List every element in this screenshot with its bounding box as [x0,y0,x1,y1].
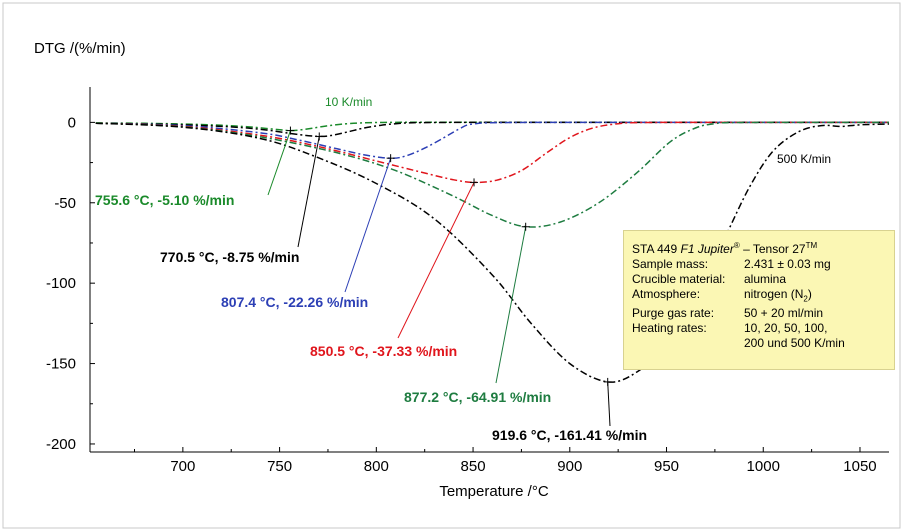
x-tick-label: 1050 [843,458,876,475]
peak-annotation-label: 770.5 °C, -8.75 %/min [160,249,299,265]
info-value-sub: 2 [803,294,808,304]
info-key: Heating rates: [632,321,707,336]
y-axis-label: DTG /(%/min) [34,40,126,57]
info-value: 200 und 500 K/min [744,336,845,351]
info-title-tm: TM [805,241,818,250]
x-tick-label: 750 [267,458,292,475]
y-tick-label: -100 [46,275,76,292]
series-name-label: 10 K/min [325,95,372,109]
x-tick-label: 950 [654,458,679,475]
info-title: STA 449 F1 Jupiter® – Tensor 27TM [632,238,886,257]
series-line-3 [95,121,890,184]
info-value-pre: nitrogen (N [744,287,804,301]
info-row-purge-gas: Purge gas rate: 50 + 20 ml/min [632,306,886,321]
peak-annotation-label: 919.6 °C, -161.41 %/min [492,427,647,443]
info-row-heating-rates: Heating rates: 10, 20, 50, 100, [632,321,886,336]
info-value: 2.431 ± 0.03 mg [744,257,831,271]
info-key [632,336,744,351]
info-key: Purge gas rate: [632,306,715,321]
peak-annotation-label: 807.4 °C, -22.26 %/min [221,294,368,310]
info-title-main: STA 449 [632,242,681,256]
annotation-leader-line [397,182,475,339]
series-lines [95,121,890,383]
series-line-4 [95,121,890,228]
annotation-leader-line [297,136,320,248]
series-line-5 [95,122,890,383]
info-value: nitrogen (N2) [744,287,886,306]
info-key: Sample mass: [632,257,709,271]
series-line-1 [95,121,889,138]
info-row-heating-rates-cont: 200 und 500 K/min [632,336,886,351]
annotation-leader-line [344,158,392,293]
info-value-post: ) [807,287,812,301]
info-key: Atmosphere: [632,287,701,301]
annotation-leader-line [607,381,611,427]
x-tick-label: 1000 [747,458,780,475]
y-ticks: 0 -50 -100 -150 -200 [46,114,95,453]
series-line-2 [95,121,890,159]
info-key: Crucible material: [632,272,726,286]
x-ticks: 700 750 800 850 900 950 1000 1050 [133,447,877,475]
measurement-info-box: STA 449 F1 Jupiter® – Tensor 27TM Sample… [623,230,895,370]
annotation-leader-line [267,130,291,196]
y-tick-label: -200 [46,436,76,453]
info-row-crucible: Crucible material: alumina [632,272,886,287]
annotation-leaders [267,126,612,427]
info-row-atmosphere: Atmosphere: nitrogen (N2) [632,287,886,306]
info-row-sample-mass: Sample mass: 2.431 ± 0.03 mg [632,257,886,272]
info-title-reg: ® [733,241,740,250]
series-name-label: 500 K/min [777,152,831,166]
info-title-italic: F1 Jupiter [680,242,734,256]
annotations: 10 K/min 500 K/min 755.6 °C, -5.10 %/min 77… [95,95,831,443]
x-axis-label: Temperature /°C [439,483,549,500]
peak-annotation-label: 755.6 °C, -5.10 %/min [95,192,234,208]
info-title-rest: – Tensor 27 [739,242,806,256]
y-tick-label: -50 [54,195,76,212]
y-tick-label: 0 [68,114,76,131]
y-tick-label: -150 [46,356,76,373]
x-tick-label: 700 [170,458,195,475]
x-tick-label: 800 [364,458,389,475]
x-tick-label: 850 [461,458,486,475]
peak-annotation-label: 877.2 °C, -64.91 %/min [404,389,551,405]
info-value: 10, 20, 50, 100, [744,321,828,336]
annotation-leader-line [495,226,527,384]
x-tick-label: 900 [557,458,582,475]
axes [89,87,889,453]
info-value: 50 + 20 ml/min [744,306,824,321]
info-value: alumina [744,272,787,286]
peak-annotation-label: 850.5 °C, -37.33 %/min [310,343,457,359]
